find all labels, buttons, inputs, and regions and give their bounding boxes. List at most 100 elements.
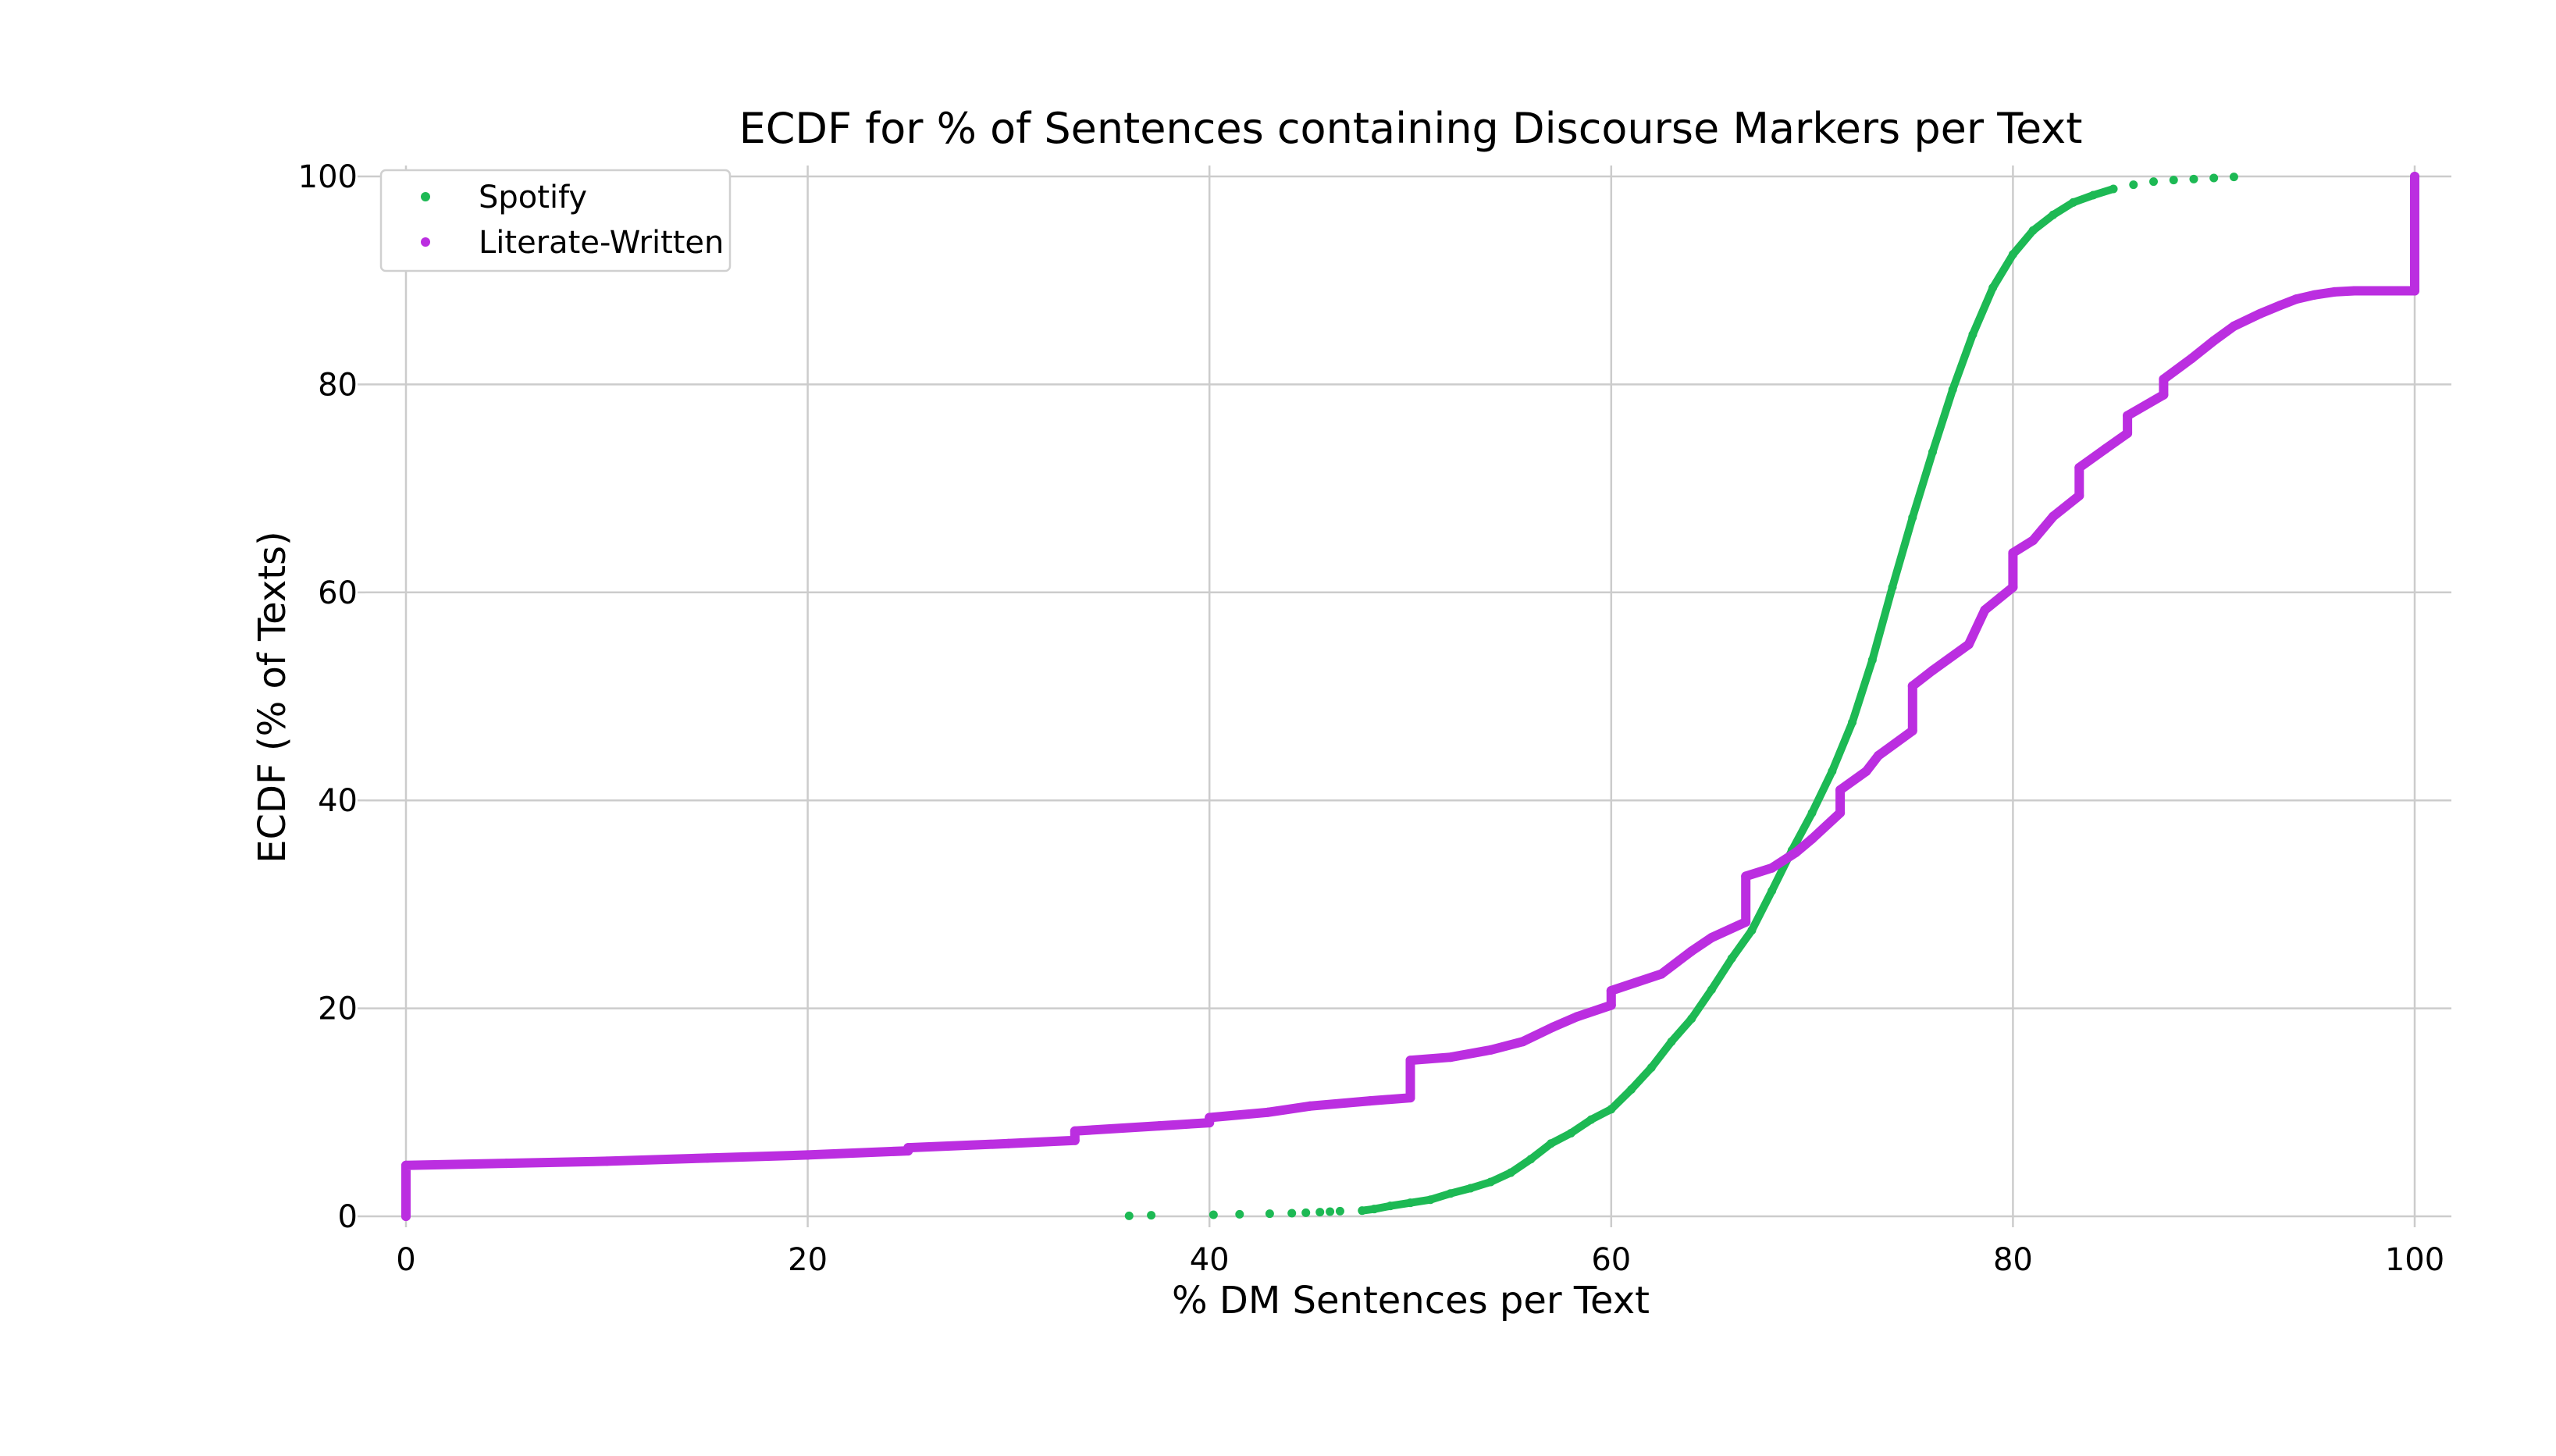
data-point bbox=[1445, 1052, 1455, 1063]
x-tick-label: 20 bbox=[788, 1242, 828, 1278]
data-point bbox=[1572, 1012, 1582, 1022]
data-point bbox=[1262, 1107, 1273, 1117]
data-point bbox=[1287, 1209, 1297, 1218]
data-point bbox=[2330, 287, 2340, 297]
data-point bbox=[1548, 1022, 1558, 1032]
data-point bbox=[1988, 283, 1998, 293]
data-point bbox=[2209, 336, 2219, 346]
data-point bbox=[903, 1143, 913, 1153]
data-point bbox=[2074, 462, 2084, 472]
data-point bbox=[1727, 954, 1736, 963]
data-point bbox=[1928, 447, 1937, 457]
y-tick-label: 20 bbox=[318, 991, 358, 1027]
data-point bbox=[1767, 886, 1777, 895]
data-point bbox=[1687, 1014, 1696, 1023]
data-point bbox=[1315, 1208, 1325, 1217]
data-point bbox=[1154, 1121, 1164, 1131]
data-point bbox=[2349, 286, 2359, 296]
x-tick-label: 60 bbox=[1591, 1242, 1631, 1278]
legend-label-literate-written: Literate-Written bbox=[479, 225, 724, 261]
data-point bbox=[1586, 1115, 1596, 1124]
data-point bbox=[1835, 785, 1846, 795]
data-point bbox=[1301, 1208, 1311, 1217]
data-point bbox=[1147, 1211, 1156, 1220]
x-tick-label: 0 bbox=[396, 1242, 415, 1278]
data-point bbox=[1358, 1206, 1367, 1216]
data-point bbox=[1807, 808, 1817, 817]
data-point bbox=[401, 1160, 411, 1170]
data-point bbox=[1566, 1128, 1575, 1137]
data-point bbox=[1518, 1037, 1528, 1047]
data-point bbox=[1124, 1211, 1134, 1220]
data-point bbox=[1386, 1201, 1395, 1211]
data-point bbox=[2028, 536, 2038, 546]
data-point bbox=[501, 1159, 511, 1169]
data-point bbox=[1405, 1056, 1415, 1066]
data-point bbox=[1835, 808, 1846, 818]
legend-marker-spotify bbox=[421, 192, 430, 201]
x-axis-label: % DM Sentences per Text bbox=[1172, 1279, 1650, 1323]
data-point bbox=[1848, 717, 1857, 727]
y-tick-label: 60 bbox=[318, 575, 358, 611]
data-point bbox=[1888, 582, 1897, 592]
data-point bbox=[1406, 1198, 1415, 1208]
data-point bbox=[1506, 1168, 1515, 1177]
series-line-literate-written bbox=[401, 172, 2419, 1221]
series-layer bbox=[401, 172, 2419, 1221]
y-tick-label: 0 bbox=[338, 1199, 358, 1235]
data-point bbox=[1867, 655, 1877, 664]
data-point bbox=[1426, 1195, 1435, 1205]
data-point bbox=[2390, 286, 2400, 296]
data-point bbox=[2189, 174, 2198, 183]
y-tick-label: 40 bbox=[318, 783, 358, 819]
data-point bbox=[2008, 250, 2017, 259]
data-point bbox=[1948, 385, 1957, 394]
series-spotify bbox=[1124, 173, 2238, 1220]
data-point bbox=[1405, 1093, 1415, 1103]
data-point bbox=[1657, 969, 1667, 979]
data-point bbox=[2129, 180, 2138, 190]
data-point bbox=[2169, 176, 2178, 185]
data-point bbox=[1003, 1138, 1013, 1148]
data-point bbox=[2410, 172, 2419, 181]
data-point bbox=[1707, 985, 1716, 995]
data-point bbox=[1627, 1084, 1636, 1094]
data-point bbox=[1874, 750, 1884, 760]
data-point bbox=[2275, 301, 2285, 311]
data-point bbox=[1335, 1206, 1344, 1216]
data-point bbox=[1908, 513, 1917, 522]
data-point bbox=[1265, 1209, 1274, 1219]
data-point bbox=[1369, 1205, 1379, 1214]
data-point bbox=[2048, 511, 2058, 522]
data-point bbox=[1741, 871, 1751, 881]
legend-label-spotify: Spotify bbox=[479, 180, 587, 215]
data-point bbox=[2291, 294, 2301, 304]
data-point bbox=[2229, 173, 2238, 182]
data-point bbox=[401, 1212, 411, 1221]
data-point bbox=[1070, 1126, 1080, 1136]
data-point bbox=[2209, 173, 2219, 183]
data-point bbox=[1928, 665, 1938, 675]
data-point bbox=[1767, 863, 1777, 873]
data-point bbox=[1205, 1112, 1215, 1123]
data-point bbox=[702, 1153, 712, 1163]
data-point bbox=[1791, 847, 1801, 857]
legend-marker-literate-written bbox=[421, 237, 430, 247]
data-point bbox=[2074, 490, 2084, 500]
data-point bbox=[2159, 374, 2169, 384]
x-tick-label: 80 bbox=[1993, 1242, 2033, 1278]
axis-layer: 0 20 40 60 80 100 0 20 40 60 80 100 bbox=[298, 159, 2445, 1278]
data-point bbox=[1607, 1105, 1616, 1114]
data-point bbox=[1707, 933, 1717, 943]
data-point bbox=[1209, 1210, 1218, 1219]
x-tick-label: 100 bbox=[2385, 1242, 2444, 1278]
data-point bbox=[1646, 1063, 1656, 1073]
data-point bbox=[2309, 290, 2319, 300]
data-point bbox=[1305, 1101, 1315, 1111]
data-point bbox=[2109, 184, 2118, 194]
data-point bbox=[1446, 1189, 1455, 1198]
x-tick-label: 40 bbox=[1190, 1242, 1230, 1278]
data-point bbox=[2008, 548, 2018, 558]
